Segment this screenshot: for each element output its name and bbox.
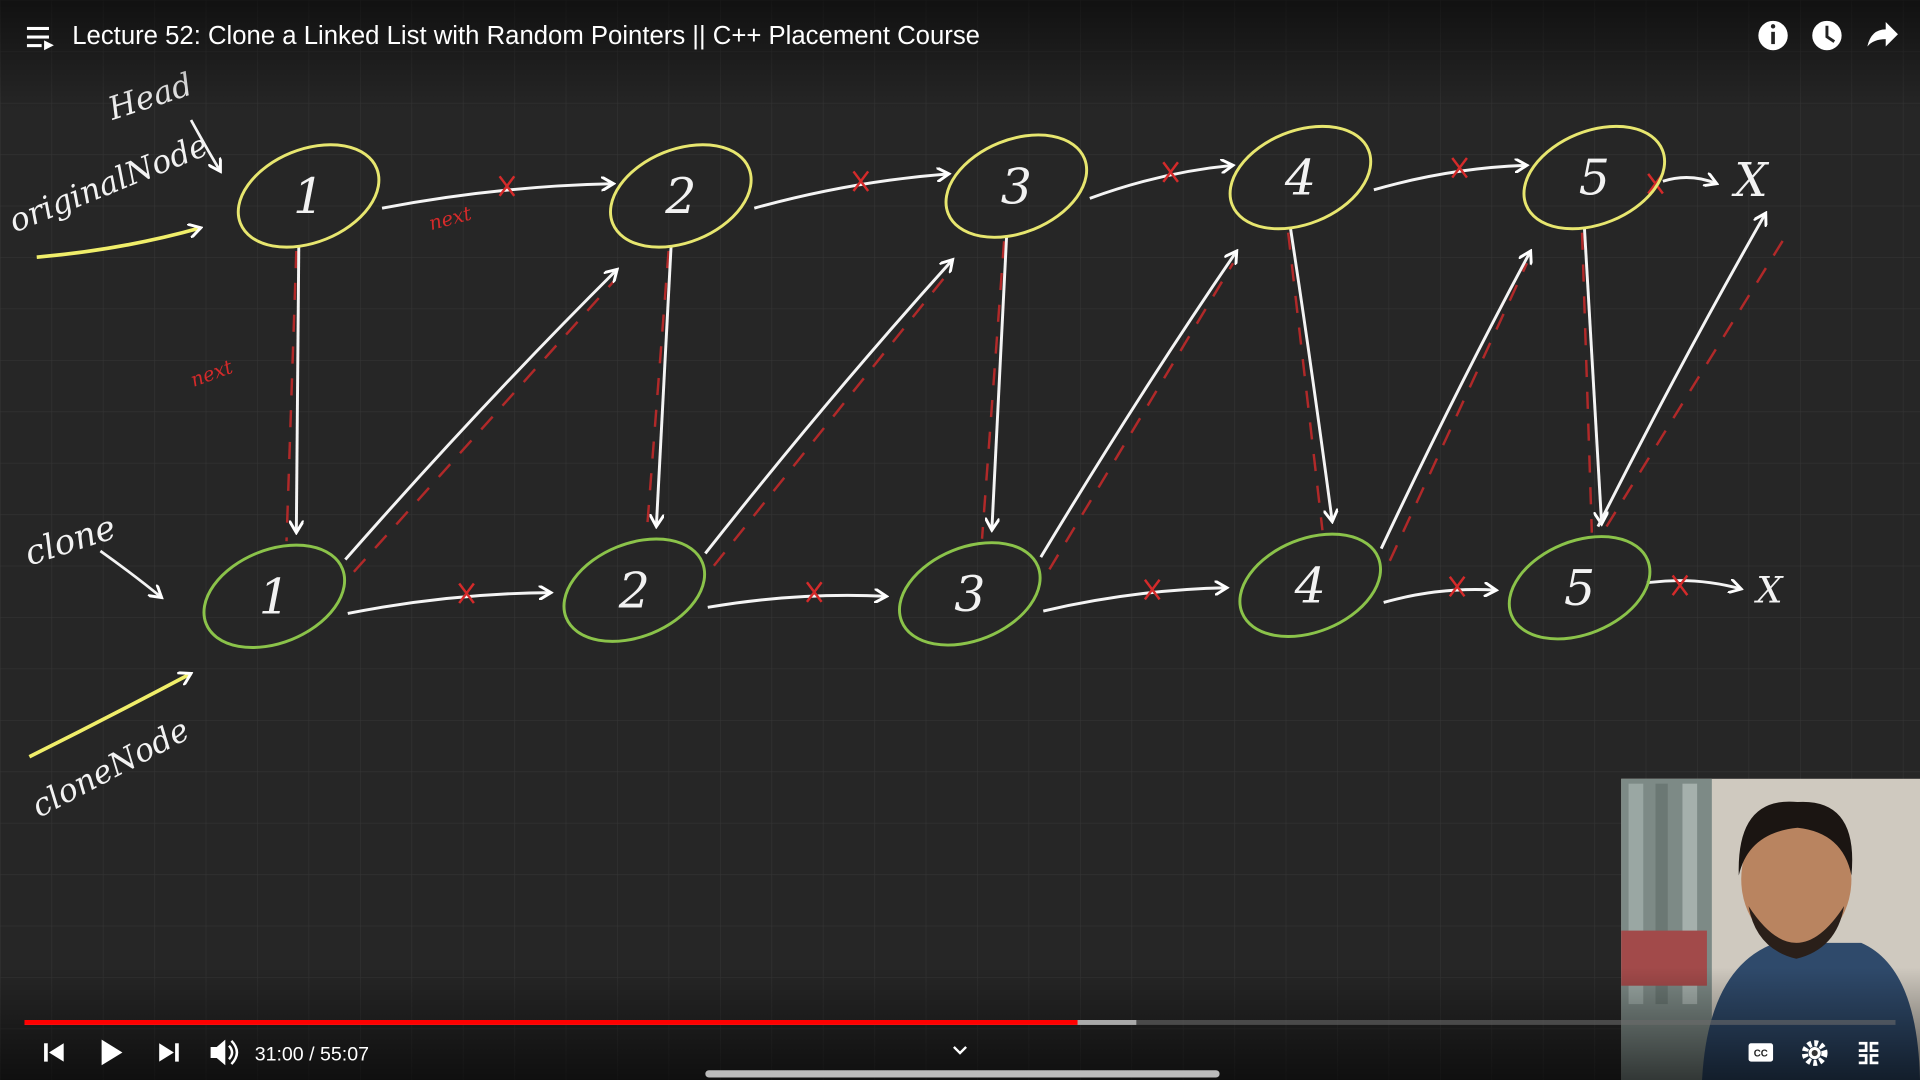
- previous-button[interactable]: [44, 1043, 64, 1062]
- clone-pointer-arrow: [992, 237, 1008, 531]
- original-node: [609, 143, 753, 249]
- clone-node: [1507, 535, 1652, 641]
- clone-pointer-arrow: [1583, 228, 1601, 524]
- original-node-label: 4: [1284, 150, 1316, 207]
- original-node-arrow: [36, 228, 201, 259]
- original-node-label: 3: [1001, 158, 1032, 215]
- progress-played: [24, 1020, 1078, 1025]
- original-node: [1228, 124, 1373, 231]
- watch-later-button[interactable]: [1812, 20, 1842, 51]
- video-title[interactable]: Lecture 52: Clone a Linked List with Ran…: [72, 22, 980, 50]
- clone-node-label: 1: [259, 568, 290, 625]
- original-node: [1522, 124, 1667, 231]
- time-display: 31:00 / 55:07: [255, 1043, 369, 1065]
- clone-node: [562, 537, 707, 643]
- info-button[interactable]: [1758, 20, 1788, 51]
- original-node: [236, 143, 381, 249]
- red-cross: [1671, 574, 1689, 596]
- null-mark: X: [1731, 153, 1769, 207]
- clone-node: [1238, 532, 1382, 638]
- clone-next-arrow: [1042, 588, 1227, 613]
- random-link-arrow: [344, 269, 617, 561]
- exit-fullscreen-button[interactable]: [1858, 1041, 1879, 1065]
- red-cross: [1448, 576, 1466, 598]
- chapters-toggle[interactable]: [953, 1046, 967, 1055]
- clone-pointer-arrow: [1289, 228, 1333, 522]
- red-dashed-link: [1388, 262, 1529, 562]
- clone-next-arrow: [347, 593, 551, 615]
- red-dashed-link: [1048, 262, 1235, 571]
- clone-next-arrow: [1646, 581, 1741, 589]
- svg-text:CC: CC: [1754, 1049, 1768, 1060]
- head-arrow: [189, 119, 220, 171]
- random-link-arrow: [1596, 213, 1766, 528]
- scrollbar: [705, 1070, 1220, 1078]
- red-cross: [498, 175, 516, 197]
- clone-next-arrow: [707, 595, 887, 609]
- next-button[interactable]: [159, 1043, 179, 1062]
- random-link-arrow: [1039, 251, 1237, 558]
- playlist-button[interactable]: [26, 26, 54, 51]
- clone-next-arrow: [1383, 590, 1497, 604]
- next-arrow: [753, 174, 949, 210]
- red-dashed-link: [352, 280, 615, 573]
- red-dashed-link: [1605, 232, 1789, 528]
- original-node-label: 1: [293, 168, 324, 225]
- next-arrow: [1373, 165, 1527, 192]
- random-link-arrow: [704, 260, 952, 555]
- volume-button[interactable]: [210, 1039, 239, 1066]
- red-cross: [1143, 579, 1161, 601]
- red-cross: [852, 170, 870, 192]
- red-dashed-link: [285, 250, 298, 542]
- clone-node-label: 2: [618, 562, 650, 619]
- clone-node-arrow: [28, 673, 191, 759]
- top-shade: [0, 0, 1920, 111]
- clone-node: [202, 543, 347, 649]
- random-link-arrow: [1379, 251, 1530, 550]
- share-button[interactable]: [1867, 22, 1898, 47]
- clone-node-label: 3: [954, 566, 985, 623]
- clone-node-label: 4: [1294, 557, 1326, 614]
- red-cross: [458, 582, 475, 604]
- captions-button[interactable]: CC: [1748, 1043, 1774, 1062]
- red-cross: [1162, 161, 1179, 183]
- red-cross: [805, 581, 823, 603]
- null-mark: X: [1753, 568, 1784, 611]
- play-button[interactable]: [101, 1039, 123, 1066]
- next-arrow: [1089, 165, 1233, 200]
- clone-pointer-arrow: [296, 247, 298, 532]
- clone-arrow: [99, 549, 161, 598]
- original-node: [944, 133, 1089, 239]
- next-arrow: [381, 184, 613, 210]
- original-node-label: 5: [1579, 150, 1610, 207]
- clone-node: [898, 541, 1042, 647]
- original-node-label: 2: [664, 168, 696, 225]
- red-cross: [1451, 157, 1468, 179]
- next-arrow: [1662, 177, 1717, 183]
- clone-node-label: 5: [1564, 560, 1595, 617]
- settings-button[interactable]: [1801, 1040, 1828, 1066]
- clone-pointer-arrow: [656, 247, 673, 526]
- red-dashed-link: [645, 250, 670, 536]
